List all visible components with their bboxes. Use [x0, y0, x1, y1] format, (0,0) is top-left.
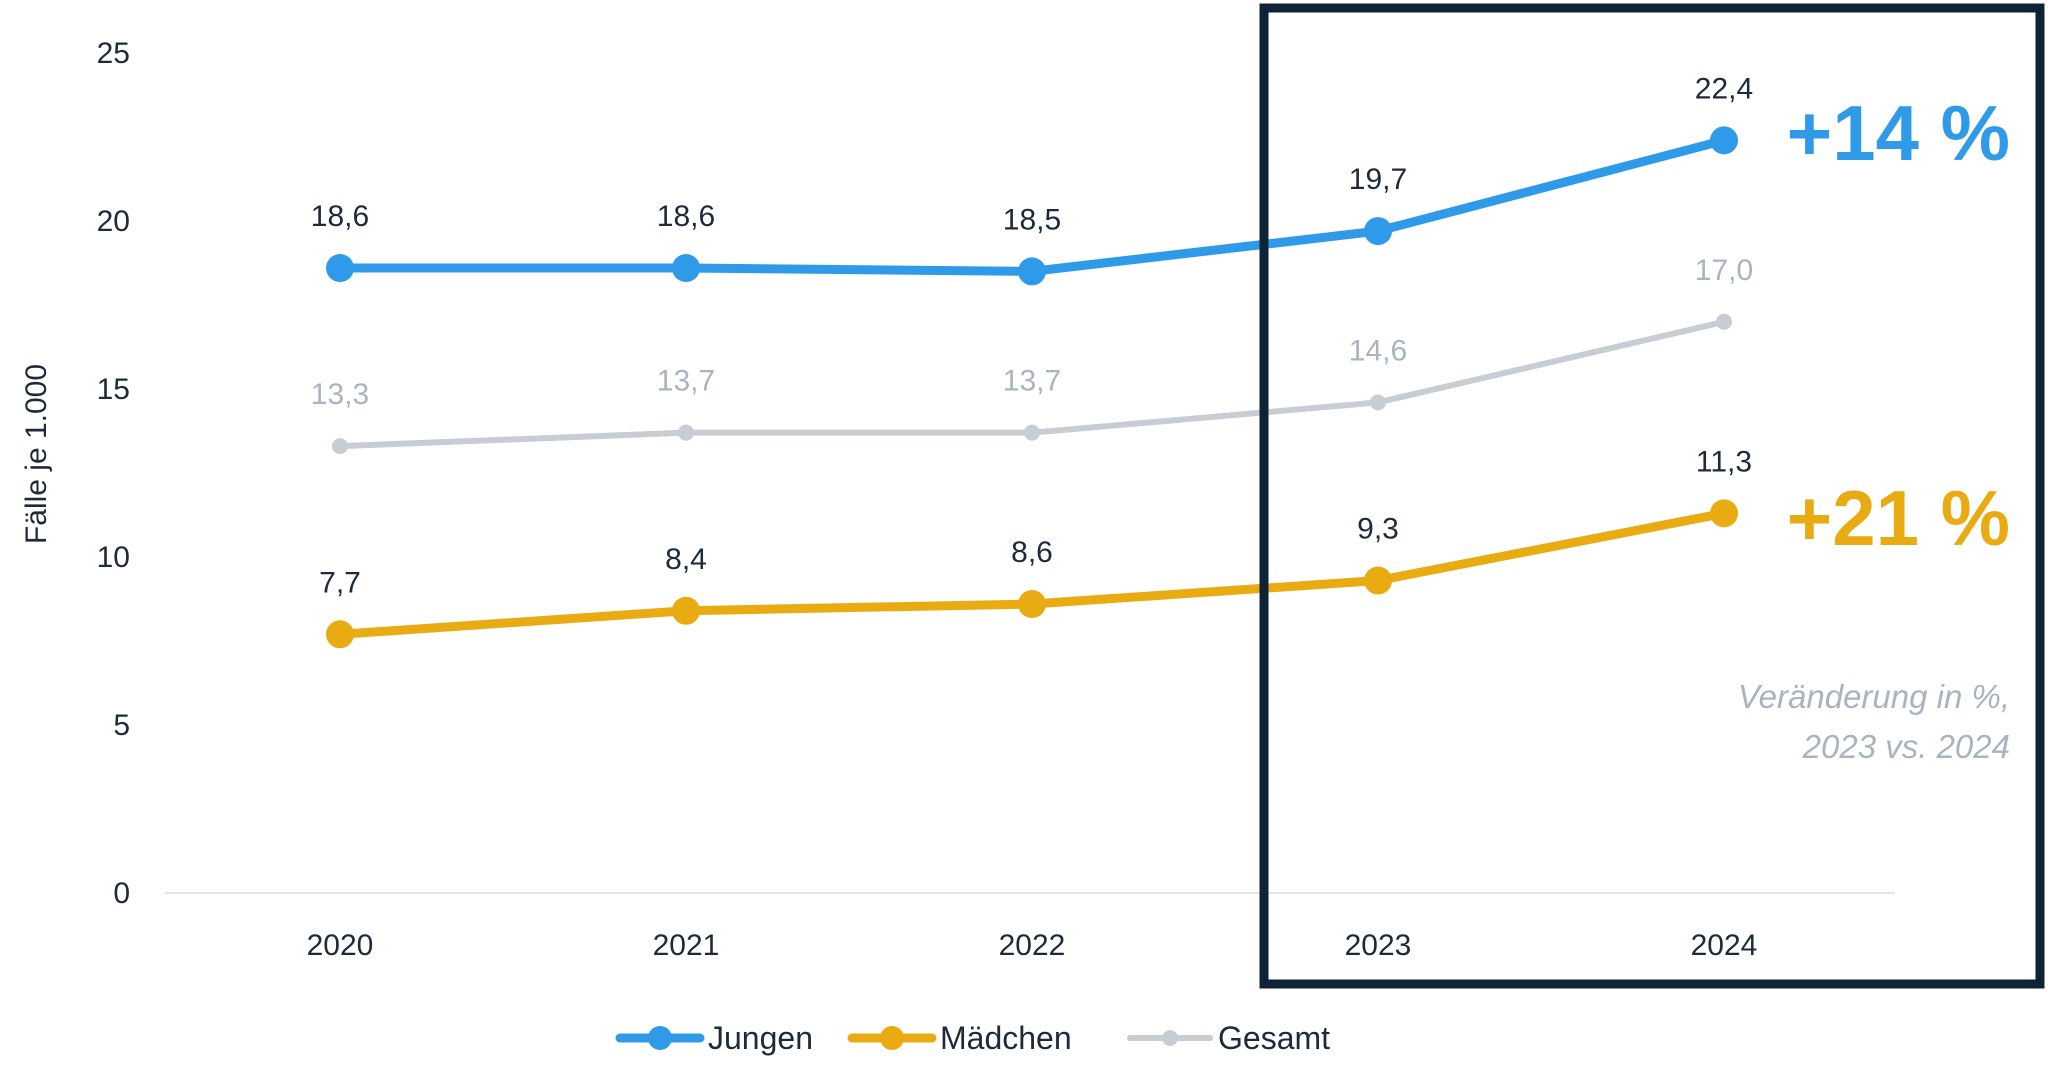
data-label-layer: 13,3 13,7 13,7 14,6 17,0 7,7 8,4 8,6 9,3 11,3 18,6… — [311, 72, 1753, 599]
x-tick-label: 2024 — [1691, 929, 1758, 962]
data-label-maedchen: 7,7 — [319, 566, 361, 599]
annotation-line-1: Veränderung in %, — [1738, 678, 2010, 715]
data-label-maedchen: 9,3 — [1357, 513, 1399, 546]
highlight-box — [1259, 3, 2045, 989]
y-tick-label: 5 — [113, 709, 130, 742]
data-point-jungen — [672, 254, 700, 283]
data-label-jungen: 22,4 — [1695, 72, 1753, 105]
change-jungen-label: +14 % — [1787, 89, 2010, 177]
data-point-gesamt — [332, 438, 348, 455]
change-maedchen-label: +21 % — [1787, 474, 2010, 562]
y-tick-label: 25 — [97, 37, 130, 70]
axis-layer: 0 5 10 15 20 25 2020 2021 2022 2023 2024 — [97, 37, 1895, 962]
data-label-maedchen: 8,4 — [665, 543, 707, 576]
y-tick-label: 0 — [113, 877, 130, 910]
data-point-maedchen — [672, 596, 700, 625]
data-point-maedchen — [326, 620, 354, 649]
data-label-gesamt: 17,0 — [1695, 254, 1753, 287]
x-tick-label: 2022 — [999, 929, 1066, 962]
data-label-jungen: 18,6 — [311, 200, 369, 233]
data-point-gesamt — [1024, 424, 1040, 441]
x-tick-label: 2023 — [1345, 929, 1412, 962]
legend-label-maedchen: Mädchen — [940, 1020, 1072, 1056]
data-label-gesamt: 13,3 — [311, 378, 369, 411]
y-tick-label: 15 — [97, 373, 130, 406]
annotation-line-2: 2023 vs. 2024 — [1802, 728, 2010, 765]
data-label-maedchen: 11,3 — [1696, 445, 1752, 478]
legend-marker-jungen — [648, 1026, 672, 1050]
data-point-jungen — [326, 254, 354, 283]
data-label-jungen: 18,5 — [1003, 203, 1061, 236]
data-point-gesamt — [1370, 394, 1386, 411]
data-point-gesamt — [1716, 313, 1732, 330]
data-label-gesamt: 13,7 — [1003, 365, 1061, 398]
legend-marker-gesamt — [1162, 1030, 1178, 1046]
data-label-jungen: 19,7 — [1349, 163, 1407, 196]
legend: Jungen Mädchen Gesamt — [615, 1020, 1330, 1056]
data-point-maedchen — [1710, 499, 1738, 528]
y-axis-label: Fälle je 1.000 — [20, 364, 53, 544]
legend-marker-maedchen — [880, 1026, 904, 1050]
x-tick-label: 2021 — [653, 929, 720, 962]
data-point-maedchen — [1018, 590, 1046, 619]
y-tick-label: 10 — [97, 541, 130, 574]
data-label-gesamt: 13,7 — [657, 365, 715, 398]
data-point-jungen — [1364, 217, 1392, 246]
data-point-jungen — [1710, 126, 1738, 155]
data-point-maedchen — [1364, 566, 1392, 595]
x-tick-label: 2020 — [307, 929, 374, 962]
data-point-jungen — [1018, 257, 1046, 286]
y-tick-label: 20 — [97, 205, 130, 238]
data-label-maedchen: 8,6 — [1011, 536, 1053, 569]
data-label-gesamt: 14,6 — [1349, 334, 1407, 367]
data-point-gesamt — [678, 424, 694, 441]
legend-label-gesamt: Gesamt — [1218, 1020, 1330, 1056]
legend-label-jungen: Jungen — [708, 1020, 813, 1056]
data-label-jungen: 18,6 — [657, 200, 715, 233]
series-layer — [326, 126, 1738, 649]
